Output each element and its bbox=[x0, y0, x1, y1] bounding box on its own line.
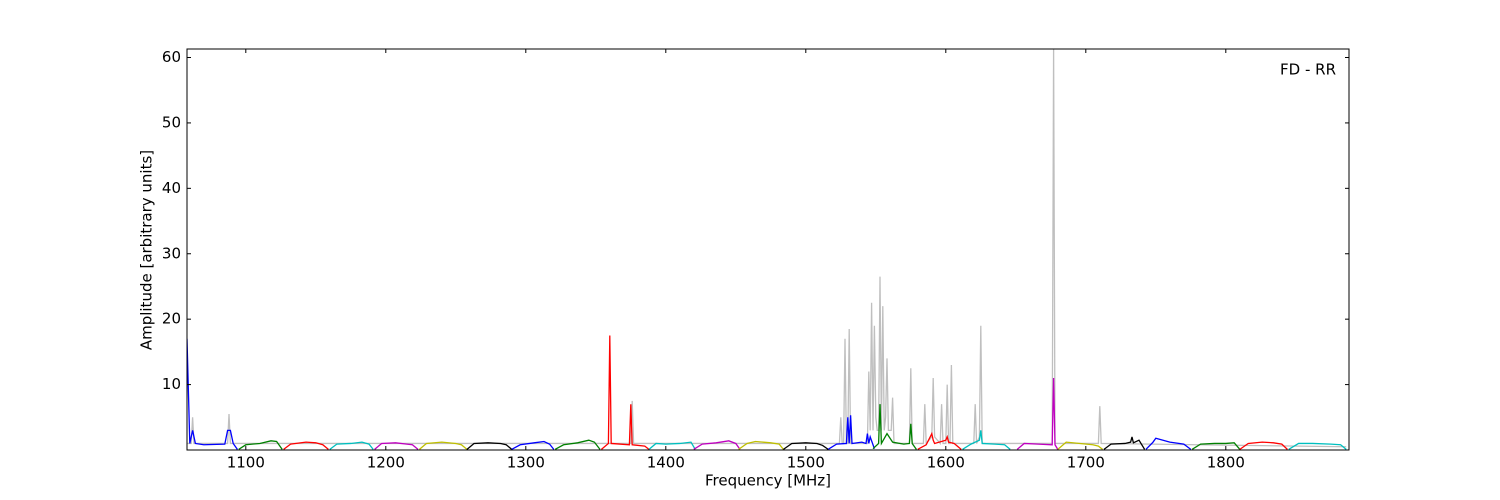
x-tick-label: 1600 bbox=[927, 454, 965, 472]
x-tick-label: 1300 bbox=[507, 454, 545, 472]
x-tick-label: 1400 bbox=[647, 454, 685, 472]
spectrum-line bbox=[1239, 441, 1288, 450]
spectrum-line bbox=[466, 442, 513, 450]
plot-frame bbox=[186, 48, 1350, 451]
y-tick-label: 60 bbox=[162, 48, 181, 66]
spectrum-line bbox=[511, 440, 555, 450]
spectrum-line bbox=[600, 335, 650, 450]
spectrum-line bbox=[1288, 442, 1347, 450]
y-tick-label: 30 bbox=[162, 244, 181, 262]
spectrum-line bbox=[648, 441, 696, 450]
spectrum-line bbox=[374, 442, 419, 450]
spectrum-line bbox=[238, 440, 283, 450]
x-axis-label: Frequency [MHz] bbox=[705, 472, 831, 490]
spectrum-line bbox=[187, 338, 238, 450]
spectrum-line bbox=[1145, 437, 1192, 450]
annotation: FD - RR bbox=[1280, 61, 1336, 79]
x-tick-label: 1700 bbox=[1067, 454, 1105, 472]
y-tick-label: 50 bbox=[162, 113, 181, 131]
spectrum-line bbox=[962, 430, 1011, 450]
spectrum-line bbox=[1191, 442, 1241, 450]
spectrum-line bbox=[1016, 378, 1059, 450]
spectrum-line bbox=[872, 404, 917, 450]
spectrum-line bbox=[693, 440, 741, 450]
spectrum-line bbox=[554, 439, 601, 450]
x-tick-label: 1800 bbox=[1207, 454, 1245, 472]
spectrum-line bbox=[418, 441, 468, 450]
spectrum-line bbox=[917, 431, 962, 450]
y-tick-label: 40 bbox=[162, 179, 181, 197]
y-tick-label: 20 bbox=[162, 310, 181, 328]
spectrum-line bbox=[283, 441, 329, 450]
spectrum-line bbox=[1057, 441, 1103, 450]
y-tick-label: 10 bbox=[162, 375, 181, 393]
spectrum-line bbox=[783, 442, 829, 450]
spectrum-line bbox=[329, 441, 374, 450]
spectrum-line bbox=[738, 440, 784, 450]
spectrum-line bbox=[827, 415, 876, 450]
spectrum-line bbox=[1103, 436, 1146, 450]
x-tick-label: 1100 bbox=[227, 454, 265, 472]
x-tick-label: 1200 bbox=[367, 454, 405, 472]
spectrum-line bbox=[187, 49, 1347, 448]
y-axis-label: Amplitude [arbitrary units] bbox=[138, 150, 156, 350]
x-tick-label: 1500 bbox=[787, 454, 825, 472]
